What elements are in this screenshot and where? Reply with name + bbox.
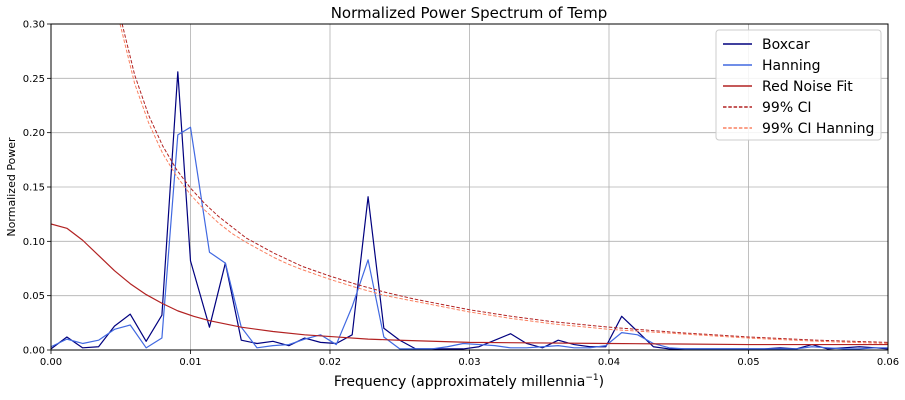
x-tick-label: 0.03 [458,357,480,368]
legend-label: 99% CI [762,100,811,116]
y-tick-label: 0.20 [23,128,45,139]
legend-label: Hanning [762,58,821,74]
x-tick-label: 0.04 [598,357,620,368]
y-tick-label: 0.30 [23,20,45,31]
series-line-99-ci [121,24,888,343]
x-tick-label: 0.00 [40,357,62,368]
x-axis-ticks: 0.00 0.01 0.02 0.03 0.04 0.05 0.06 [40,350,899,368]
series-line-red-noise-fit [51,223,888,346]
legend-label: Boxcar [762,37,810,53]
x-axis-label: Frequency (approximately millennia−1) [334,373,604,390]
x-axis-label-superscript: −1 [585,373,598,383]
x-tick-label: 0.02 [319,357,341,368]
legend-box [715,29,882,141]
y-tick-label: 0.10 [23,237,45,248]
x-tick-label: 0.05 [737,357,759,368]
x-tick-label: 0.01 [179,357,201,368]
chart-title: Normalized Power Spectrum of Temp [331,4,608,22]
x-axis-label-text: Frequency (approximately millennia [334,374,585,390]
series-line-99-ci-hanning [119,24,888,344]
x-tick-label: 0.06 [877,357,899,368]
y-axis-label: Normalized Power [5,137,18,237]
x-axis-label-close: ) [599,374,604,390]
series-layer [51,24,888,350]
series-line-hanning [51,126,888,350]
y-tick-label: 0.15 [23,183,45,194]
y-tick-label: 0.00 [23,346,45,357]
y-tick-label: 0.05 [23,291,45,302]
legend-label: 99% CI Hanning [762,121,874,137]
legend: Boxcar Hanning Red Noise Fit 99% CI 99% CI H… [715,29,882,141]
legend-label: Red Noise Fit [762,79,853,95]
y-axis-ticks: 0.00 0.05 0.10 0.15 0.20 0.25 0.30 [23,20,51,357]
y-tick-label: 0.25 [23,74,45,85]
